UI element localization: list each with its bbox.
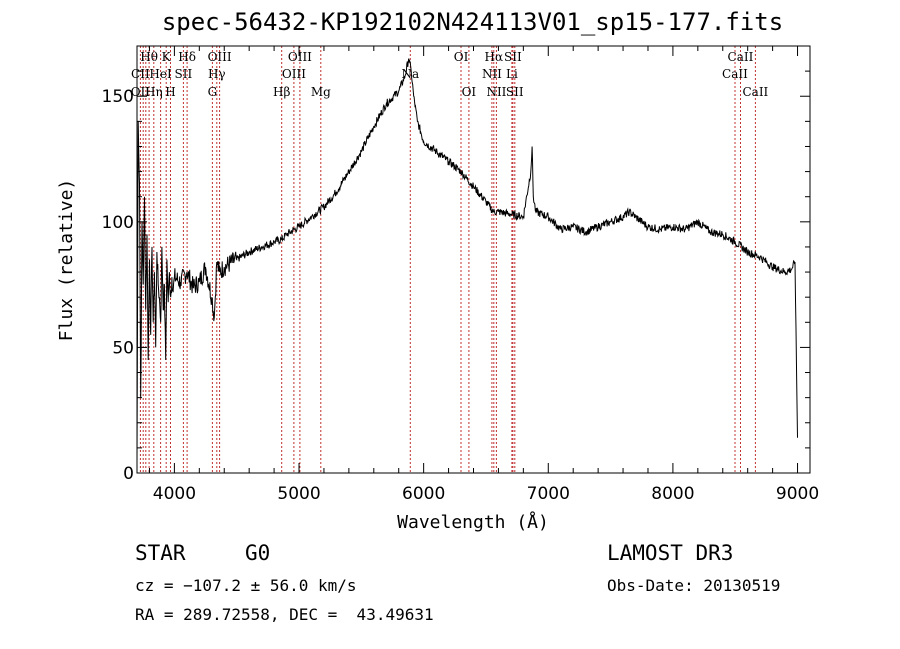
line-label: OII bbox=[131, 85, 151, 99]
line-label: Na bbox=[401, 67, 419, 81]
line-label: K bbox=[162, 50, 172, 64]
y-tick-label: 50 bbox=[112, 338, 134, 358]
object-type: STAR bbox=[135, 541, 186, 565]
x-tick-label: 8000 bbox=[651, 484, 694, 504]
y-axis-label: Flux (relative) bbox=[56, 179, 77, 342]
line-label: OIII bbox=[208, 50, 232, 64]
line-label: G bbox=[208, 85, 218, 99]
axis-ticks: 4000 5000 6000 7000 8000 9000 0 50 100 150 bbox=[102, 45, 819, 504]
x-tick-label: 5000 bbox=[277, 484, 320, 504]
x-tick-label: 6000 bbox=[402, 484, 445, 504]
line-label: CaII bbox=[728, 50, 754, 64]
chart-title: spec-56432-KP192102N424113V01_sp15-177.f… bbox=[161, 8, 784, 36]
line-label: CaII bbox=[742, 85, 768, 99]
y-tick-label: 0 bbox=[123, 464, 134, 484]
spectrum-line bbox=[136, 58, 798, 461]
line-label: CII bbox=[131, 67, 150, 81]
line-label: SII bbox=[506, 85, 524, 99]
spectrum-series bbox=[136, 58, 798, 461]
line-label: OIII bbox=[288, 50, 312, 64]
line-label: OI bbox=[462, 85, 477, 99]
subclass: G0 bbox=[245, 541, 271, 565]
x-tick-label: 7000 bbox=[527, 484, 570, 504]
line-label: OI bbox=[454, 50, 469, 64]
line-label: Hη bbox=[145, 85, 163, 99]
line-label: SII bbox=[504, 50, 522, 64]
line-label: NII bbox=[486, 85, 506, 99]
coordinates: RA = 289.72558, DEC = 43.49631 bbox=[135, 605, 434, 624]
line-label: Hδ bbox=[178, 50, 196, 64]
line-label: H bbox=[165, 85, 175, 99]
x-axis-label: Wavelength (Å) bbox=[397, 511, 549, 533]
marker-lines bbox=[139, 46, 756, 473]
line-label: Mg bbox=[311, 85, 331, 99]
line-label: HeI bbox=[149, 67, 172, 81]
y-tick-label: 100 bbox=[102, 213, 134, 233]
line-label: OIII bbox=[282, 67, 306, 81]
x-tick-label: 9000 bbox=[776, 484, 819, 504]
line-label: Hα bbox=[485, 50, 504, 64]
plot-frame bbox=[136, 45, 811, 474]
line-label: CaII bbox=[722, 67, 748, 81]
line-label: NII bbox=[482, 67, 502, 81]
line-label: Hθ bbox=[140, 50, 158, 64]
line-label: Li bbox=[506, 67, 518, 81]
y-tick-label: 150 bbox=[102, 87, 134, 107]
obs-date: Obs-Date: 20130519 bbox=[607, 576, 781, 595]
x-tick-label: 4000 bbox=[153, 484, 196, 504]
cz-value: cz = −107.2 ± 56.0 km/s bbox=[135, 576, 357, 595]
line-label: SII bbox=[175, 67, 193, 81]
line-label: Hγ bbox=[208, 67, 226, 81]
survey-name: LAMOST DR3 bbox=[607, 541, 734, 565]
line-label: Hβ bbox=[273, 85, 290, 99]
